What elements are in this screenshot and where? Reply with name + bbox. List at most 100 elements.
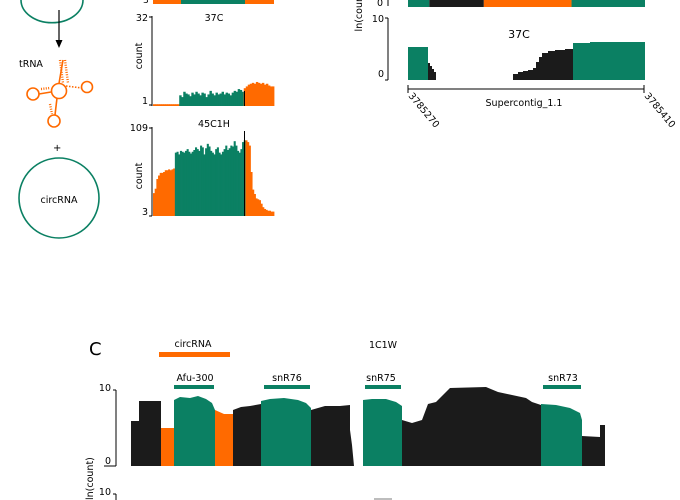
chart-45c1h-bar [211,152,214,216]
chart-37c-bar [241,91,245,106]
chart-37c-bar [221,91,224,106]
chart-45c1h-bar [210,150,213,216]
chart-45c1h-bar [228,148,231,216]
chart-37c-bar [193,94,196,106]
chart-37c-title: 37C [205,13,224,24]
trna-label: tRNA [19,59,43,70]
chart-37c-bar [227,93,231,106]
chart-45c1h-bar [174,152,177,216]
chart-37c-bar [191,92,194,106]
chart-45c1h-bar [265,209,268,216]
chart-45c1h-bar [166,170,169,216]
chart-37c-bar [157,104,160,106]
chart-45c1h-bar [248,145,251,216]
chart-37c-bar [207,94,210,106]
chart-37c-bar [211,93,214,106]
chart-37c-bar [239,89,243,106]
chart-45c1h-bar [258,200,261,216]
panel-c: C circRNA 1C1W Afu-300 snR76 snR75 snR73… [85,339,605,500]
chart-37c-bar [271,86,275,106]
chart-45c1h-bar [218,152,221,216]
cov-orange-2 [215,410,233,466]
circrna-icon [18,157,100,239]
chart-45c1h-bar [226,150,230,216]
panel-c-coverage [131,387,605,466]
chart-37c-bar [155,104,158,106]
chart-45c1h-bar [260,203,263,216]
chart-37c-bar [257,82,261,106]
chart-45c1h-bar [247,142,250,216]
chart-37c-bar [259,83,263,106]
chart-37c-bar [217,94,220,106]
chart-45c1h-bar [186,149,189,216]
chart-45c1h-bar [193,150,196,216]
chart-37c-bar [237,89,241,106]
chart-45c1h-bar [206,143,209,216]
top-strip-segment-orange [483,0,572,7]
chart-45c1h-bar [178,154,181,216]
plus-sign: + [53,143,61,154]
cov-teal-snr75 [363,399,402,466]
chart-45c1h-title: 45C1H [198,119,230,130]
chart-45c1h-bar [267,210,270,216]
trna-icon [26,59,94,128]
chart-45c1h-bar [245,140,248,216]
right-teal-block-left [408,47,428,80]
chart-45c1h-bar [173,168,176,216]
strip-fragment-teal [181,0,245,4]
chart-37c-bar [205,97,208,106]
circrna-schematic-label: circRNA [41,195,78,206]
chart-45c1h-bar [253,194,256,216]
chart-45c1h-bar [263,208,266,216]
panel-b-right: 0 ln(count) 10 0 37C 3785270 Supercontig… [354,0,677,130]
chart-37c-ylabel: count [134,42,145,69]
chart-45c1h-bar [201,147,204,216]
chart-45c1h-bar [154,188,157,216]
chart-37c-ymax: 32 [136,13,148,24]
chart-37c-bar [253,83,257,106]
right-genome-end-label: 3785410 [642,91,678,130]
schematic: tRNA + circRNA [18,0,100,239]
panel-c-bottom-ylabel: ln(count) [85,457,96,500]
chart-37c-bar [179,95,182,106]
chart-37c-bar [197,93,200,106]
chart-37c-bar [169,104,172,106]
chart-37c-bar [161,104,164,106]
chart-45c1h-bar [223,149,226,216]
chart-37c-bar [183,91,186,106]
chart-37c-bar [265,83,269,106]
gene-snr75-bar [365,385,401,389]
coverage-chart-45c1h: 109 45C1H count 3 [130,119,275,218]
chart-45c1h-bar [203,154,206,216]
chart-45c1h-bar [213,154,216,216]
panel-c-circrna-label: circRNA [175,339,212,350]
chart-37c-bar [189,96,192,106]
chart-45c1h-bar [242,142,245,216]
right-black-block-ramp [513,49,573,80]
chart-45c1h-bar [200,145,203,216]
right-top-y-label: 0 [377,0,383,9]
chart-37c-bar [267,85,271,106]
chart-45c1h-bar [233,141,236,216]
chart-37c-bar [245,86,249,106]
cov-black-5 [582,425,605,466]
chart-45c1h-bar [198,150,201,216]
chart-37c-bar [195,91,198,106]
chart-37c-bar [247,84,251,106]
chart-45c1h-bar [237,150,240,216]
chart-37c-bar [225,92,229,106]
chart-45c1h-bar [158,175,161,216]
chart-45c1h-bar [230,145,233,216]
right-ylabel: ln(count) [354,0,365,31]
chart-37c-bar [201,92,204,106]
gene-snr76-label: snR76 [272,373,302,384]
chart-45c1h-bar [196,149,199,216]
panel-c-circrna-bar [159,352,230,357]
top-strip-segment-black [429,0,484,7]
chart-45c1h-bar [221,151,224,216]
cov-teal-snr76 [261,398,311,466]
chart-45c1h-bar [156,179,159,216]
chart-37c-bar [175,104,178,106]
chart-37c-bar [219,93,222,106]
gene-afu-300-bar [174,385,214,389]
